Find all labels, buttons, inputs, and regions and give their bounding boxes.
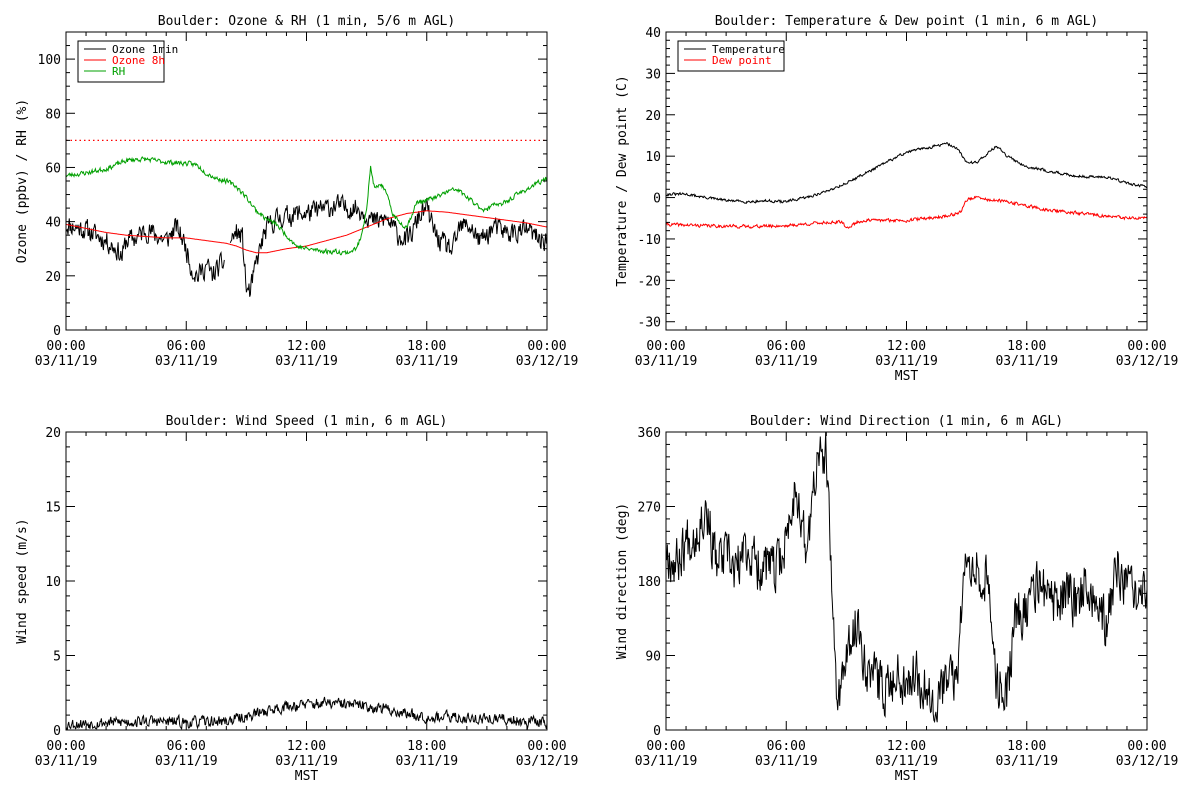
chart-title: Boulder: Wind Direction (1 min, 6 m AGL) xyxy=(750,414,1063,429)
x-axis-label: MST xyxy=(895,769,919,784)
x-tick-label-time: 00:00 xyxy=(46,339,85,354)
y-tick-label: 90 xyxy=(645,650,661,665)
x-tick-label-date: 03/11/19 xyxy=(875,354,938,369)
x-tick-label-time: 00:00 xyxy=(1127,339,1166,354)
chart-title: Boulder: Temperature & Dew point (1 min,… xyxy=(715,14,1099,29)
x-tick-label-time: 18:00 xyxy=(1007,339,1046,354)
y-axis-label: Temperature / Dew point (C) xyxy=(615,75,630,286)
x-tick-label-time: 00:00 xyxy=(527,739,566,754)
x-tick-label-date: 03/11/19 xyxy=(875,754,938,769)
x-tick-label-date: 03/11/19 xyxy=(155,354,218,369)
x-tick-label-time: 12:00 xyxy=(287,339,326,354)
y-tick-label: 80 xyxy=(45,107,61,122)
chart-panel-wind-dir: Boulder: Wind Direction (1 min, 6 m AGL)… xyxy=(615,414,1178,784)
x-axis-label: MST xyxy=(295,769,319,784)
series-line-temperature xyxy=(666,142,1147,205)
chart-title: Boulder: Ozone & RH (1 min, 5/6 m AGL) xyxy=(158,14,455,29)
y-axis-label: Wind speed (m/s) xyxy=(15,518,30,643)
x-tick-label-time: 00:00 xyxy=(46,739,85,754)
plot-frame xyxy=(665,31,1148,331)
legend-entry: Ozone 8h xyxy=(112,54,165,67)
series-line-rh xyxy=(66,156,547,256)
x-tick-label-time: 18:00 xyxy=(1007,739,1046,754)
x-tick-label-date: 03/12/19 xyxy=(1116,754,1179,769)
series-line-data xyxy=(66,696,547,730)
x-tick-label-time: 06:00 xyxy=(167,739,206,754)
legend-box xyxy=(677,40,785,72)
x-tick-label-date: 03/11/19 xyxy=(995,754,1058,769)
y-tick-label: 20 xyxy=(45,426,61,441)
y-tick-label: -10 xyxy=(638,233,661,248)
x-tick-label-time: 18:00 xyxy=(407,339,446,354)
x-tick-label-date: 03/11/19 xyxy=(635,754,698,769)
y-tick-label: -20 xyxy=(638,274,661,289)
y-tick-label: 180 xyxy=(638,575,661,590)
x-tick-label-date: 03/12/19 xyxy=(516,754,579,769)
series-line-ozone-8h xyxy=(66,210,547,254)
x-tick-label-time: 00:00 xyxy=(1127,739,1166,754)
x-tick-label-time: 18:00 xyxy=(407,739,446,754)
y-axis-label: Ozone (ppbv) / RH (%) xyxy=(15,99,30,263)
series-line-ozone-1min xyxy=(66,193,547,297)
x-tick-label-date: 03/11/19 xyxy=(35,754,98,769)
y-tick-label: 40 xyxy=(645,26,661,41)
x-tick-label-date: 03/11/19 xyxy=(635,354,698,369)
y-tick-label: 60 xyxy=(45,161,61,176)
plot-frame xyxy=(65,431,548,731)
y-tick-label: -30 xyxy=(638,316,661,331)
y-tick-label: 20 xyxy=(645,109,661,124)
x-tick-label-time: 06:00 xyxy=(167,339,206,354)
y-tick-label: 0 xyxy=(653,192,661,207)
chart-panel-wind-speed: Boulder: Wind Speed (1 min, 6 m AGL) 0 5 10… xyxy=(15,414,578,784)
x-tick-label-time: 00:00 xyxy=(646,339,685,354)
legend-entry: Temperature xyxy=(712,43,785,56)
y-tick-label: 10 xyxy=(45,575,61,590)
y-tick-label: 0 xyxy=(53,724,61,739)
y-tick-label: 0 xyxy=(53,324,61,339)
y-tick-label: 360 xyxy=(638,426,661,441)
chart-panel-temp-dew: Boulder: Temperature & Dew point (1 min,… xyxy=(615,14,1178,384)
y-tick-label: 5 xyxy=(53,650,61,665)
x-tick-label-date: 03/12/19 xyxy=(1116,354,1179,369)
x-tick-label-time: 00:00 xyxy=(646,739,685,754)
x-tick-label-date: 03/11/19 xyxy=(395,354,458,369)
x-tick-label-date: 03/11/19 xyxy=(275,354,338,369)
x-tick-label-date: 03/11/19 xyxy=(155,754,218,769)
x-axis-label: MST xyxy=(895,369,919,384)
y-tick-label: 100 xyxy=(38,53,61,68)
x-tick-label-date: 03/11/19 xyxy=(995,354,1058,369)
chart-panel-ozone-rh: Boulder: Ozone & RH (1 min, 5/6 m AGL) 0 2… xyxy=(15,14,578,369)
x-tick-label-time: 12:00 xyxy=(887,739,926,754)
x-tick-label-date: 03/12/19 xyxy=(516,354,579,369)
series-line-dew-point xyxy=(666,195,1147,229)
x-tick-label-time: 06:00 xyxy=(767,339,806,354)
legend-entry: Dew point xyxy=(712,54,772,67)
x-tick-label-date: 03/11/19 xyxy=(35,354,98,369)
x-tick-label-date: 03/11/19 xyxy=(755,354,818,369)
series-line-data xyxy=(666,432,1147,724)
legend-entry: Ozone 1min xyxy=(112,43,178,56)
y-tick-label: 270 xyxy=(638,501,661,516)
x-tick-label-date: 03/11/19 xyxy=(395,754,458,769)
y-tick-label: 20 xyxy=(45,270,61,285)
x-tick-label-date: 03/11/19 xyxy=(275,754,338,769)
y-tick-label: 40 xyxy=(45,216,61,231)
plot-frame xyxy=(665,431,1148,731)
x-tick-label-time: 12:00 xyxy=(887,339,926,354)
x-tick-label-time: 00:00 xyxy=(527,339,566,354)
x-tick-label-time: 06:00 xyxy=(767,739,806,754)
x-tick-label-date: 03/11/19 xyxy=(755,754,818,769)
legend-box xyxy=(77,40,165,83)
y-axis-label: Wind direction (deg) xyxy=(615,503,630,660)
x-tick-label-time: 12:00 xyxy=(287,739,326,754)
chart-title: Boulder: Wind Speed (1 min, 6 m AGL) xyxy=(166,414,448,429)
y-tick-label: 15 xyxy=(45,501,61,516)
y-tick-label: 30 xyxy=(645,67,661,82)
y-tick-label: 10 xyxy=(645,150,661,165)
legend-entry: RH xyxy=(112,65,125,78)
y-tick-label: 0 xyxy=(653,724,661,739)
